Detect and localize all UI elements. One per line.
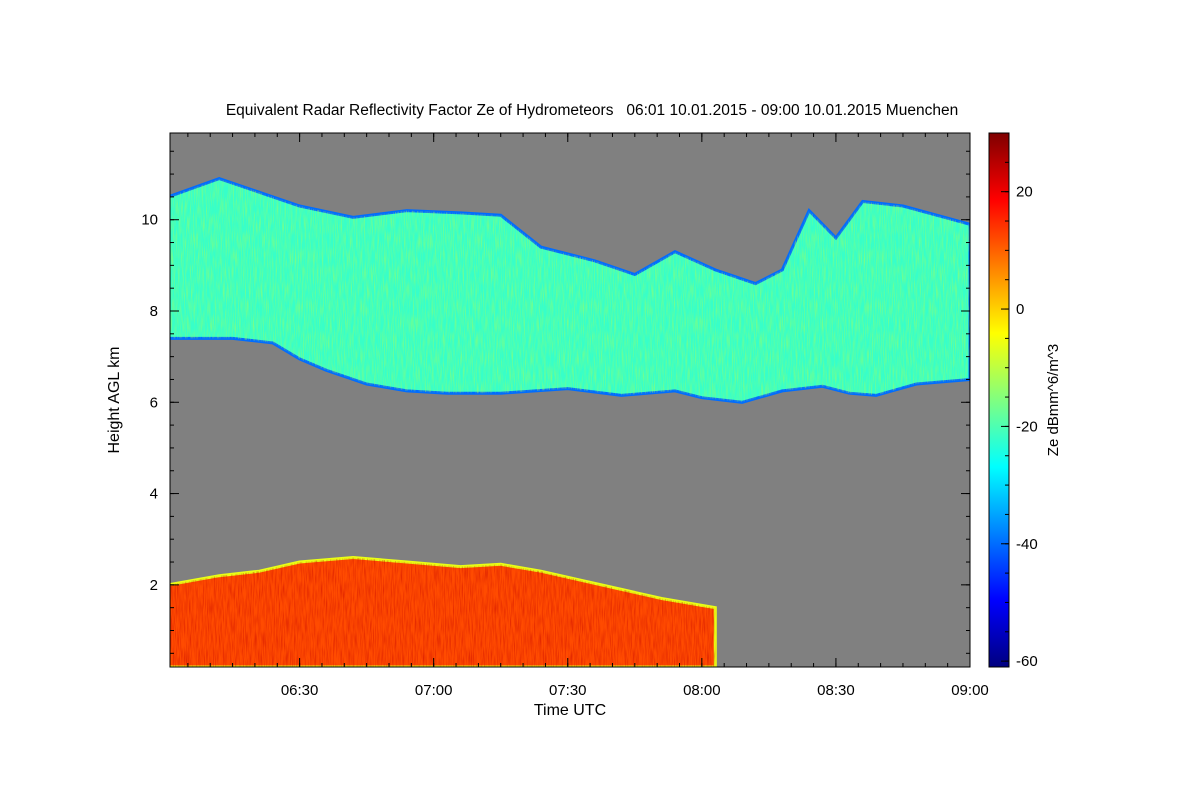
colorbar-ticks: 20 0 -20 -40 -60 [1001, 132, 1038, 670]
x-axis-label: Time UTC [534, 702, 606, 719]
plot-frame [169, 132, 971, 668]
colorbar-tick-label: 0 [1016, 301, 1024, 318]
upper-cloud-layer-texture [170, 178, 970, 403]
y-tick-label: 6 [150, 394, 158, 411]
y-tick-label: 10 [141, 212, 158, 229]
y-tick-label: 4 [150, 486, 158, 503]
y-tick-label: 8 [150, 303, 158, 320]
x-tick-label: 08:00 [683, 682, 721, 699]
colorbar-tick-label: 20 [1016, 184, 1033, 201]
colorbar: 20 0 -20 -40 -60 Ze dBmm^6/m^3 [988, 132, 1062, 670]
colorbar-tick-label: -20 [1016, 418, 1038, 435]
y-axis-label: Height AGL km [106, 346, 123, 453]
x-tick-label: 07:30 [549, 682, 587, 699]
colorbar-tick-label: -40 [1016, 536, 1038, 553]
x-tick-label: 09:00 [951, 682, 989, 699]
lower-precipitation-layer-texture [170, 557, 716, 667]
y-tick-label: 2 [150, 577, 158, 594]
colorbar-gradient [988, 132, 1010, 668]
x-axis: 06:30 07:00 07:30 08:00 08:30 09:00 [187, 133, 989, 699]
chart-title: Equivalent Radar Reflectivity Factor Ze … [226, 102, 958, 119]
x-tick-label: 08:30 [817, 682, 855, 699]
y-axis: 2 4 6 8 10 [141, 150, 970, 654]
colorbar-tick-label: -60 [1016, 653, 1038, 670]
x-tick-label: 06:30 [281, 682, 319, 699]
colorbar-label: Ze dBmm^6/m^3 [1045, 344, 1062, 456]
x-tick-label: 07:00 [415, 682, 453, 699]
echo-regions [170, 177, 970, 667]
plot-area [169, 132, 971, 668]
